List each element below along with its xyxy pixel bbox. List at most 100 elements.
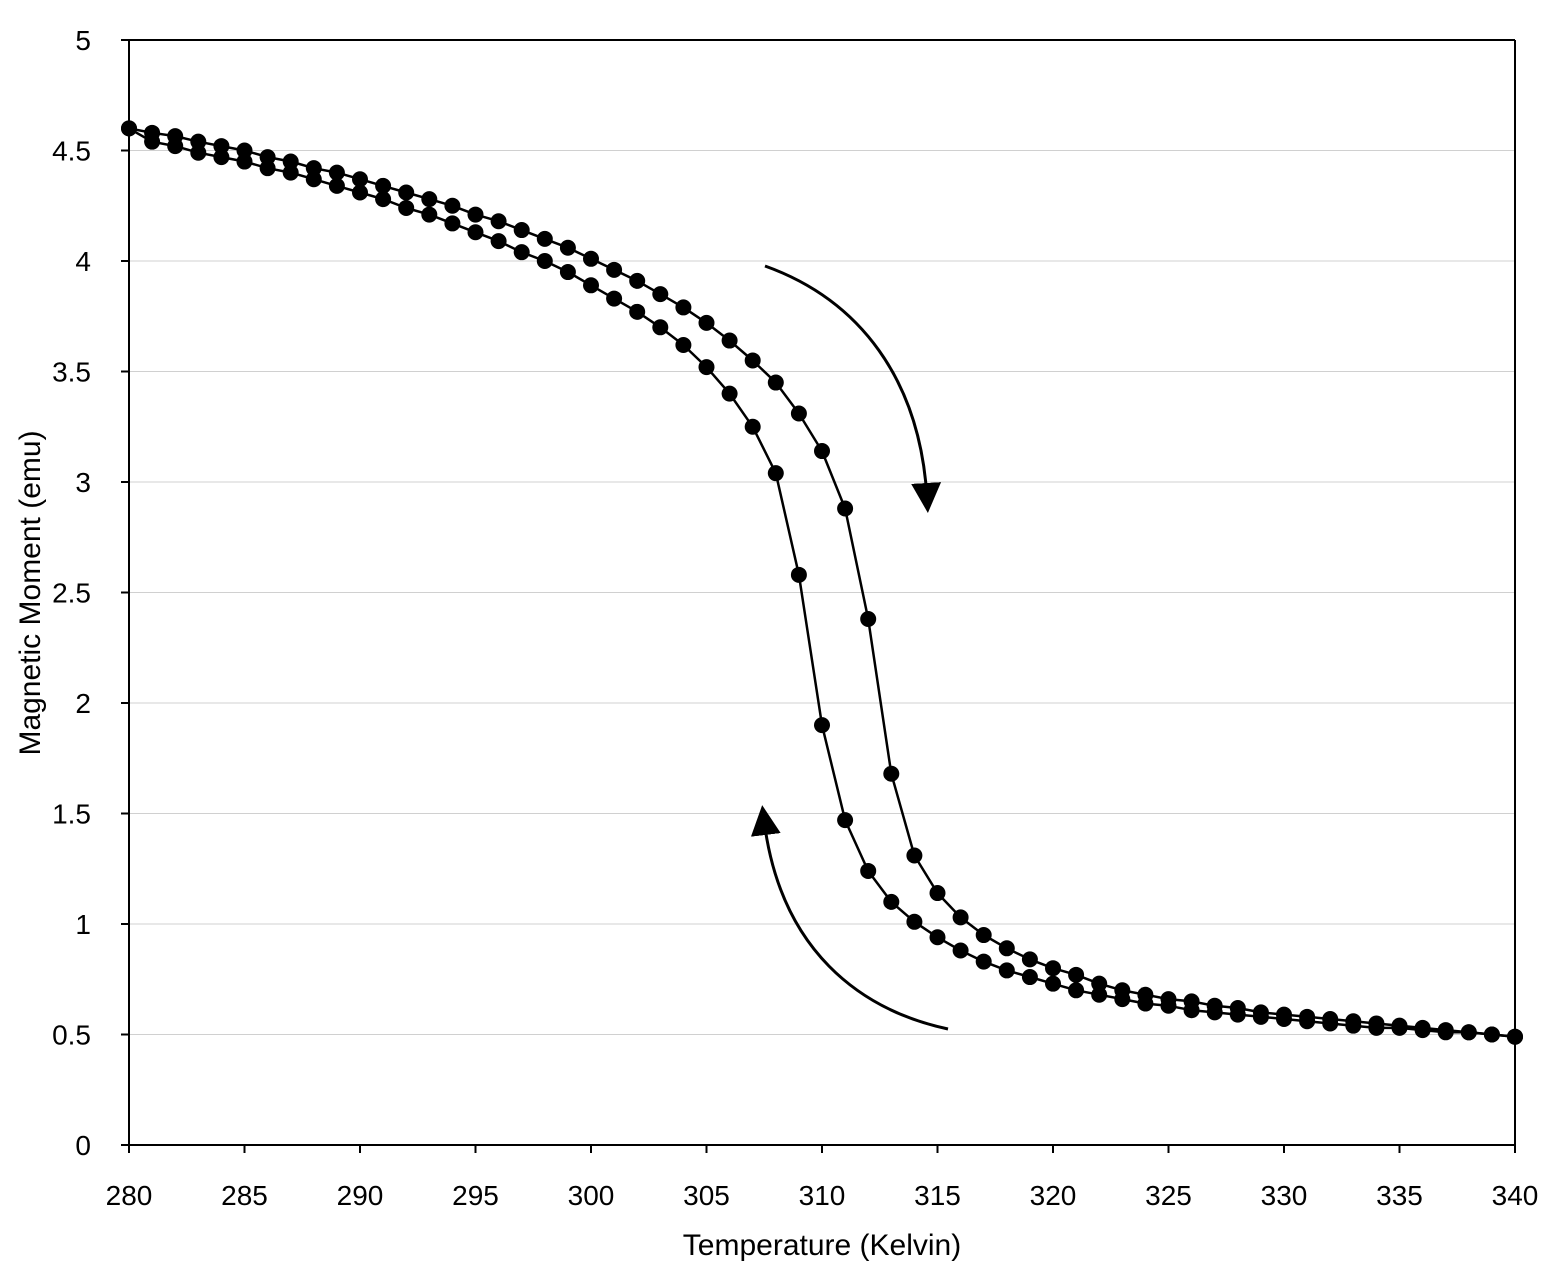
data-point <box>398 184 415 201</box>
data-point <box>975 953 992 970</box>
data-point <box>352 171 368 188</box>
data-point <box>328 177 345 194</box>
data-point <box>883 765 900 782</box>
data-point <box>1252 1008 1269 1025</box>
data-point <box>1137 995 1154 1012</box>
data-point <box>975 927 992 944</box>
data-point <box>305 171 322 188</box>
data-point <box>1068 982 1085 999</box>
y-tick-label: 3.5 <box>52 357 91 388</box>
data-point <box>606 261 623 278</box>
series-points <box>121 120 1523 1045</box>
data-point <box>1021 969 1038 986</box>
x-tick-label: 280 <box>106 1180 153 1211</box>
data-point <box>721 385 738 402</box>
y-tick-label: 4.5 <box>52 136 91 167</box>
data-point <box>837 812 854 829</box>
data-point <box>282 164 299 181</box>
data-point <box>213 138 230 155</box>
data-point <box>559 264 576 281</box>
data-point <box>790 405 807 422</box>
data-point <box>490 213 507 230</box>
y-tick-label: 2.5 <box>52 578 91 609</box>
data-point <box>1183 1002 1200 1019</box>
x-tick-label: 325 <box>1145 1180 1192 1211</box>
data-point <box>444 215 461 232</box>
data-point <box>952 909 969 926</box>
data-point <box>1483 1026 1500 1043</box>
data-point <box>1414 1022 1431 1039</box>
data-point <box>675 336 692 353</box>
data-point <box>467 206 484 223</box>
data-point <box>1021 951 1038 968</box>
data-point <box>860 611 877 628</box>
data-point <box>1045 960 1061 977</box>
data-point <box>744 418 761 435</box>
data-point <box>536 253 553 269</box>
data-point <box>698 314 715 331</box>
data-point <box>652 319 669 336</box>
data-point <box>814 717 830 734</box>
x-tick-label: 310 <box>799 1180 846 1211</box>
data-point <box>513 244 530 261</box>
y-tick-label: 0.5 <box>52 1020 91 1051</box>
data-point <box>906 913 923 930</box>
data-point <box>583 250 599 267</box>
data-point <box>929 929 946 946</box>
y-tick-label: 0 <box>75 1130 91 1161</box>
data-point <box>1368 1019 1385 1036</box>
x-tick-label: 295 <box>452 1180 499 1211</box>
cooling-arrow <box>764 264 942 513</box>
data-point <box>259 149 276 166</box>
data-point <box>1229 1006 1246 1023</box>
heating-arrow <box>750 805 949 1031</box>
data-point <box>652 286 669 303</box>
data-point <box>906 847 923 864</box>
data-point <box>1091 975 1108 992</box>
data-point <box>721 332 738 349</box>
data-point <box>998 962 1015 979</box>
x-axis-title: Temperature (Kelvin) <box>683 1229 961 1262</box>
data-point <box>236 142 253 159</box>
y-axis-title: Magnetic Moment (emu) <box>14 430 47 755</box>
x-tick-label: 330 <box>1261 1180 1308 1211</box>
series-lines <box>128 127 1516 1038</box>
data-point <box>767 374 784 391</box>
data-point <box>1160 997 1177 1014</box>
y-tick-label: 4 <box>75 246 91 277</box>
data-point <box>421 191 438 208</box>
data-point <box>929 885 946 902</box>
x-tick-label: 305 <box>683 1180 730 1211</box>
data-point <box>421 206 438 223</box>
data-point <box>190 144 207 161</box>
data-point <box>767 465 784 482</box>
data-point <box>1206 1004 1223 1021</box>
data-point <box>305 160 322 177</box>
data-point <box>1391 1019 1408 1036</box>
data-point <box>1322 1015 1339 1032</box>
data-point <box>1091 986 1108 1003</box>
data-point <box>1114 991 1131 1008</box>
data-point <box>490 233 507 250</box>
data-point <box>1045 975 1061 992</box>
data-point <box>398 199 415 216</box>
data-point <box>559 239 576 256</box>
data-point <box>790 566 807 583</box>
y-tick-label: 1 <box>75 909 91 940</box>
data-point <box>513 222 530 239</box>
data-point <box>883 893 900 910</box>
x-tick-label: 290 <box>337 1180 384 1211</box>
x-tick-label: 315 <box>914 1180 961 1211</box>
data-point <box>259 160 276 177</box>
data-point <box>952 942 969 959</box>
data-point <box>606 290 623 307</box>
data-point <box>352 184 368 201</box>
data-point <box>190 133 207 150</box>
x-tick-label: 340 <box>1492 1180 1539 1211</box>
y-tick-label: 2 <box>75 688 91 719</box>
data-point <box>675 299 692 316</box>
x-tick-label: 300 <box>568 1180 615 1211</box>
data-point <box>837 500 854 517</box>
data-point <box>213 149 230 166</box>
